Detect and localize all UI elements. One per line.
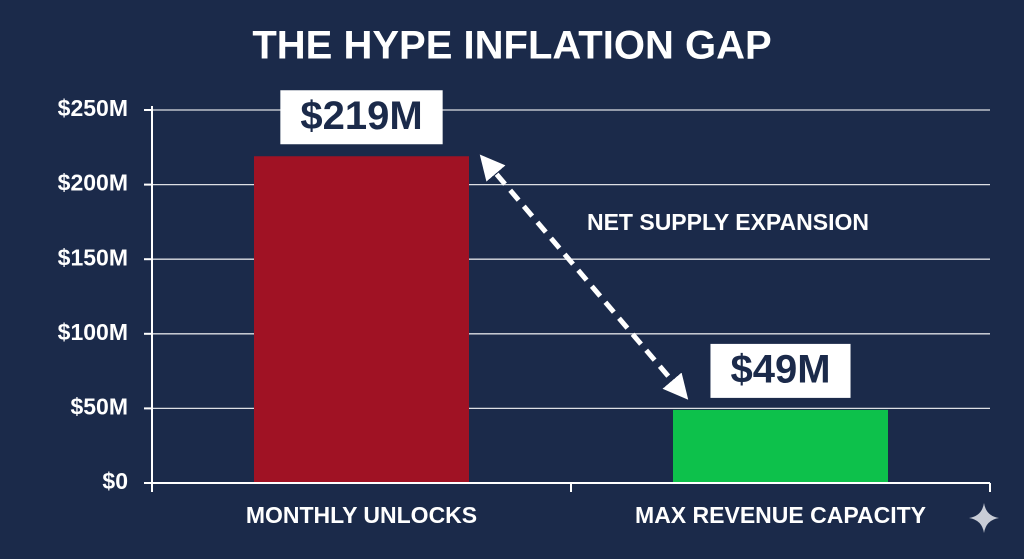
value-label-box	[710, 343, 851, 398]
annotation: NET SUPPLY EXPANSION	[587, 209, 869, 235]
y-tick-label: $50M	[70, 393, 128, 419]
x-tick-label: MAX REVENUE CAPACITY	[635, 502, 926, 528]
chart-title: THE HYPE INFLATION GAP	[252, 24, 771, 68]
y-tick-label: $100M	[58, 319, 128, 345]
bar	[673, 409, 888, 483]
value-label-box	[280, 90, 443, 145]
value-label: $49M	[730, 347, 830, 391]
sparkle-icon	[969, 503, 999, 533]
annotation-arrow	[479, 154, 689, 400]
y-tick-label: $250M	[58, 95, 128, 121]
x-tick-label: MONTHLY UNLOCKS	[246, 502, 477, 528]
bar	[254, 156, 469, 483]
value-label: $219M	[300, 94, 422, 138]
y-tick-label: $200M	[58, 170, 128, 196]
y-tick-label: $0	[102, 468, 128, 494]
y-tick-label: $150M	[58, 244, 128, 270]
